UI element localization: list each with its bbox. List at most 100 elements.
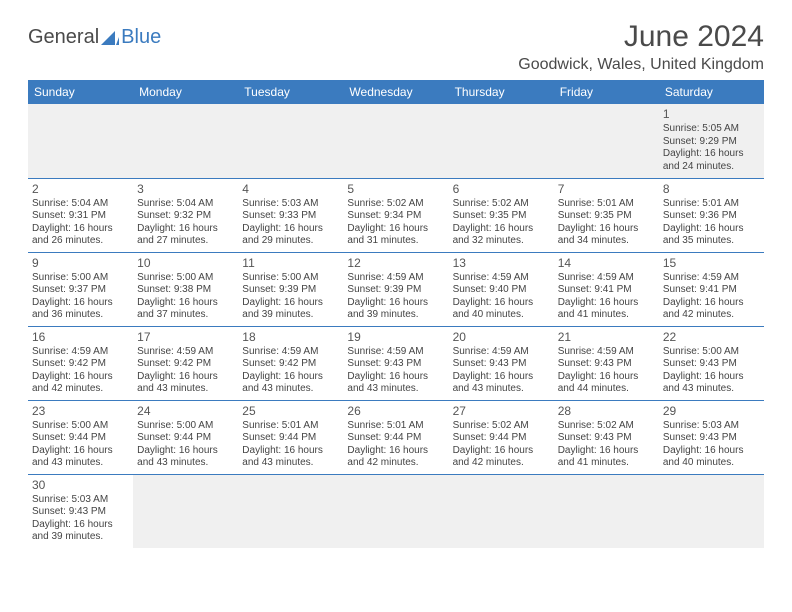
sunrise-line: Sunrise: 5:04 AM [137,198,234,211]
sunset-line: Sunset: 9:29 PM [663,136,760,149]
sunset-line: Sunset: 9:41 PM [558,284,655,297]
sunrise-line: Sunrise: 4:59 AM [137,346,234,359]
sunrise-line: Sunrise: 5:03 AM [663,420,760,433]
sunset-line: Sunset: 9:39 PM [242,284,339,297]
calendar-cell [554,474,659,548]
daylight-line: Daylight: 16 hours and 43 minutes. [663,371,760,396]
calendar-cell: 10Sunrise: 5:00 AMSunset: 9:38 PMDayligh… [133,252,238,326]
sunset-line: Sunset: 9:44 PM [137,432,234,445]
sail-icon [101,31,119,45]
day-number: 25 [242,404,339,419]
day-number: 17 [137,330,234,345]
sunset-line: Sunset: 9:33 PM [242,210,339,223]
day-number: 18 [242,330,339,345]
calendar-cell: 8Sunrise: 5:01 AMSunset: 9:36 PMDaylight… [659,178,764,252]
calendar-week-row: 9Sunrise: 5:00 AMSunset: 9:37 PMDaylight… [28,252,764,326]
daylight-line: Daylight: 16 hours and 34 minutes. [558,223,655,248]
location-subtitle: Goodwick, Wales, United Kingdom [518,56,764,74]
sunset-line: Sunset: 9:35 PM [558,210,655,223]
sunset-line: Sunset: 9:39 PM [347,284,444,297]
sunrise-line: Sunrise: 5:02 AM [558,420,655,433]
sunrise-line: Sunrise: 5:00 AM [242,272,339,285]
calendar-cell: 7Sunrise: 5:01 AMSunset: 9:35 PMDaylight… [554,178,659,252]
daylight-line: Daylight: 16 hours and 27 minutes. [137,223,234,248]
day-number: 2 [32,182,129,197]
weekday-header: Friday [554,80,659,104]
sunset-line: Sunset: 9:43 PM [663,358,760,371]
day-number: 28 [558,404,655,419]
daylight-line: Daylight: 16 hours and 40 minutes. [663,445,760,470]
sunset-line: Sunset: 9:36 PM [663,210,760,223]
weekday-header: Monday [133,80,238,104]
sunset-line: Sunset: 9:43 PM [347,358,444,371]
sunset-line: Sunset: 9:43 PM [32,506,129,519]
day-number: 12 [347,256,444,271]
calendar-cell: 11Sunrise: 5:00 AMSunset: 9:39 PMDayligh… [238,252,343,326]
day-number: 7 [558,182,655,197]
sunset-line: Sunset: 9:37 PM [32,284,129,297]
sunrise-line: Sunrise: 5:04 AM [32,198,129,211]
day-number: 14 [558,256,655,271]
calendar-cell: 13Sunrise: 4:59 AMSunset: 9:40 PMDayligh… [449,252,554,326]
calendar-cell [133,104,238,178]
calendar-cell: 21Sunrise: 4:59 AMSunset: 9:43 PMDayligh… [554,326,659,400]
sunset-line: Sunset: 9:35 PM [453,210,550,223]
calendar-cell: 14Sunrise: 4:59 AMSunset: 9:41 PMDayligh… [554,252,659,326]
calendar-cell [28,104,133,178]
sunrise-line: Sunrise: 4:59 AM [242,346,339,359]
sunrise-line: Sunrise: 4:59 AM [347,272,444,285]
daylight-line: Daylight: 16 hours and 40 minutes. [453,297,550,322]
calendar-week-row: 1Sunrise: 5:05 AMSunset: 9:29 PMDaylight… [28,104,764,178]
day-number: 22 [663,330,760,345]
title-block: June 2024 Goodwick, Wales, United Kingdo… [518,20,764,74]
calendar-cell: 1Sunrise: 5:05 AMSunset: 9:29 PMDaylight… [659,104,764,178]
day-number: 21 [558,330,655,345]
calendar-cell: 3Sunrise: 5:04 AMSunset: 9:32 PMDaylight… [133,178,238,252]
sunrise-line: Sunrise: 4:59 AM [558,272,655,285]
sunrise-line: Sunrise: 5:00 AM [32,420,129,433]
calendar-cell: 29Sunrise: 5:03 AMSunset: 9:43 PMDayligh… [659,400,764,474]
daylight-line: Daylight: 16 hours and 39 minutes. [347,297,444,322]
sunset-line: Sunset: 9:40 PM [453,284,550,297]
sunrise-line: Sunrise: 5:01 AM [663,198,760,211]
calendar-cell: 18Sunrise: 4:59 AMSunset: 9:42 PMDayligh… [238,326,343,400]
sunset-line: Sunset: 9:44 PM [242,432,339,445]
daylight-line: Daylight: 16 hours and 35 minutes. [663,223,760,248]
day-number: 5 [347,182,444,197]
daylight-line: Daylight: 16 hours and 31 minutes. [347,223,444,248]
sunset-line: Sunset: 9:44 PM [32,432,129,445]
calendar-cell: 17Sunrise: 4:59 AMSunset: 9:42 PMDayligh… [133,326,238,400]
day-number: 29 [663,404,760,419]
daylight-line: Daylight: 16 hours and 43 minutes. [453,371,550,396]
day-number: 1 [663,107,760,122]
sunrise-line: Sunrise: 5:01 AM [558,198,655,211]
daylight-line: Daylight: 16 hours and 36 minutes. [32,297,129,322]
calendar-week-row: 30Sunrise: 5:03 AMSunset: 9:43 PMDayligh… [28,474,764,548]
calendar-cell: 16Sunrise: 4:59 AMSunset: 9:42 PMDayligh… [28,326,133,400]
sunset-line: Sunset: 9:42 PM [32,358,129,371]
day-number: 3 [137,182,234,197]
daylight-line: Daylight: 16 hours and 42 minutes. [453,445,550,470]
daylight-line: Daylight: 16 hours and 39 minutes. [242,297,339,322]
sunset-line: Sunset: 9:44 PM [347,432,444,445]
calendar-week-row: 16Sunrise: 4:59 AMSunset: 9:42 PMDayligh… [28,326,764,400]
daylight-line: Daylight: 16 hours and 29 minutes. [242,223,339,248]
day-number: 11 [242,256,339,271]
weekday-header: Thursday [449,80,554,104]
sunset-line: Sunset: 9:38 PM [137,284,234,297]
calendar-cell [449,474,554,548]
day-number: 4 [242,182,339,197]
daylight-line: Daylight: 16 hours and 26 minutes. [32,223,129,248]
daylight-line: Daylight: 16 hours and 41 minutes. [558,297,655,322]
calendar-cell [343,474,448,548]
daylight-line: Daylight: 16 hours and 41 minutes. [558,445,655,470]
day-number: 30 [32,478,129,493]
day-number: 16 [32,330,129,345]
sunrise-line: Sunrise: 5:02 AM [453,420,550,433]
calendar-cell: 20Sunrise: 4:59 AMSunset: 9:43 PMDayligh… [449,326,554,400]
calendar-cell: 25Sunrise: 5:01 AMSunset: 9:44 PMDayligh… [238,400,343,474]
day-number: 8 [663,182,760,197]
daylight-line: Daylight: 16 hours and 37 minutes. [137,297,234,322]
sunset-line: Sunset: 9:42 PM [242,358,339,371]
daylight-line: Daylight: 16 hours and 43 minutes. [32,445,129,470]
